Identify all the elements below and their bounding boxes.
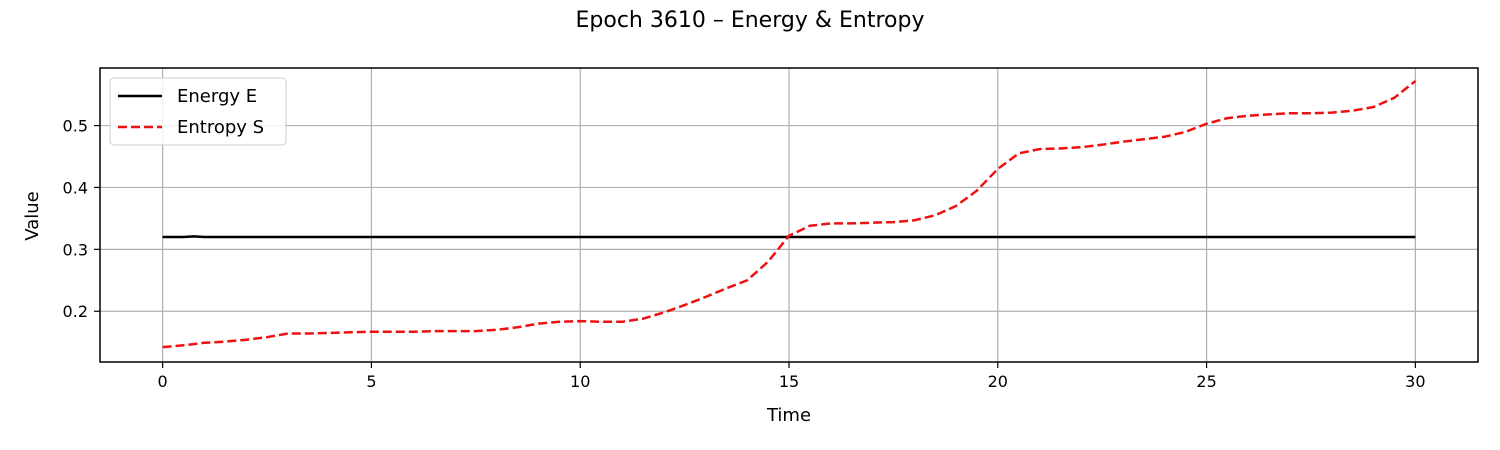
x-axis: 0 5 10 15 20 25 30 — [158, 362, 1426, 391]
x-tick-label: 20 — [988, 372, 1008, 391]
x-tick-label: 15 — [779, 372, 799, 391]
chart-title: Epoch 3610 – Energy & Entropy — [576, 8, 925, 33]
y-tick-label: 0.3 — [63, 240, 88, 259]
y-axis: 0.2 0.3 0.4 0.5 — [63, 117, 100, 321]
series-layer — [162, 80, 1417, 349]
y-tick-label: 0.2 — [63, 302, 88, 321]
legend-label-2: Entropy S — [177, 117, 264, 138]
x-tick-label: 10 — [570, 372, 590, 391]
x-tick-label: 5 — [366, 372, 376, 391]
series-line-2 — [162, 80, 1417, 349]
y-axis-label: Value — [22, 191, 43, 240]
x-tick-label: 25 — [1196, 372, 1216, 391]
legend: Energy E Entropy S — [109, 77, 287, 146]
x-tick-label: 30 — [1405, 372, 1425, 391]
grid — [100, 68, 1478, 362]
x-axis-label: Time — [766, 405, 811, 426]
series-line-1 — [162, 235, 1416, 239]
legend-label-1: Energy E — [177, 86, 257, 107]
y-tick-label: 0.4 — [63, 178, 88, 197]
x-tick-label: 0 — [158, 372, 168, 391]
y-tick-label: 0.5 — [63, 117, 88, 136]
